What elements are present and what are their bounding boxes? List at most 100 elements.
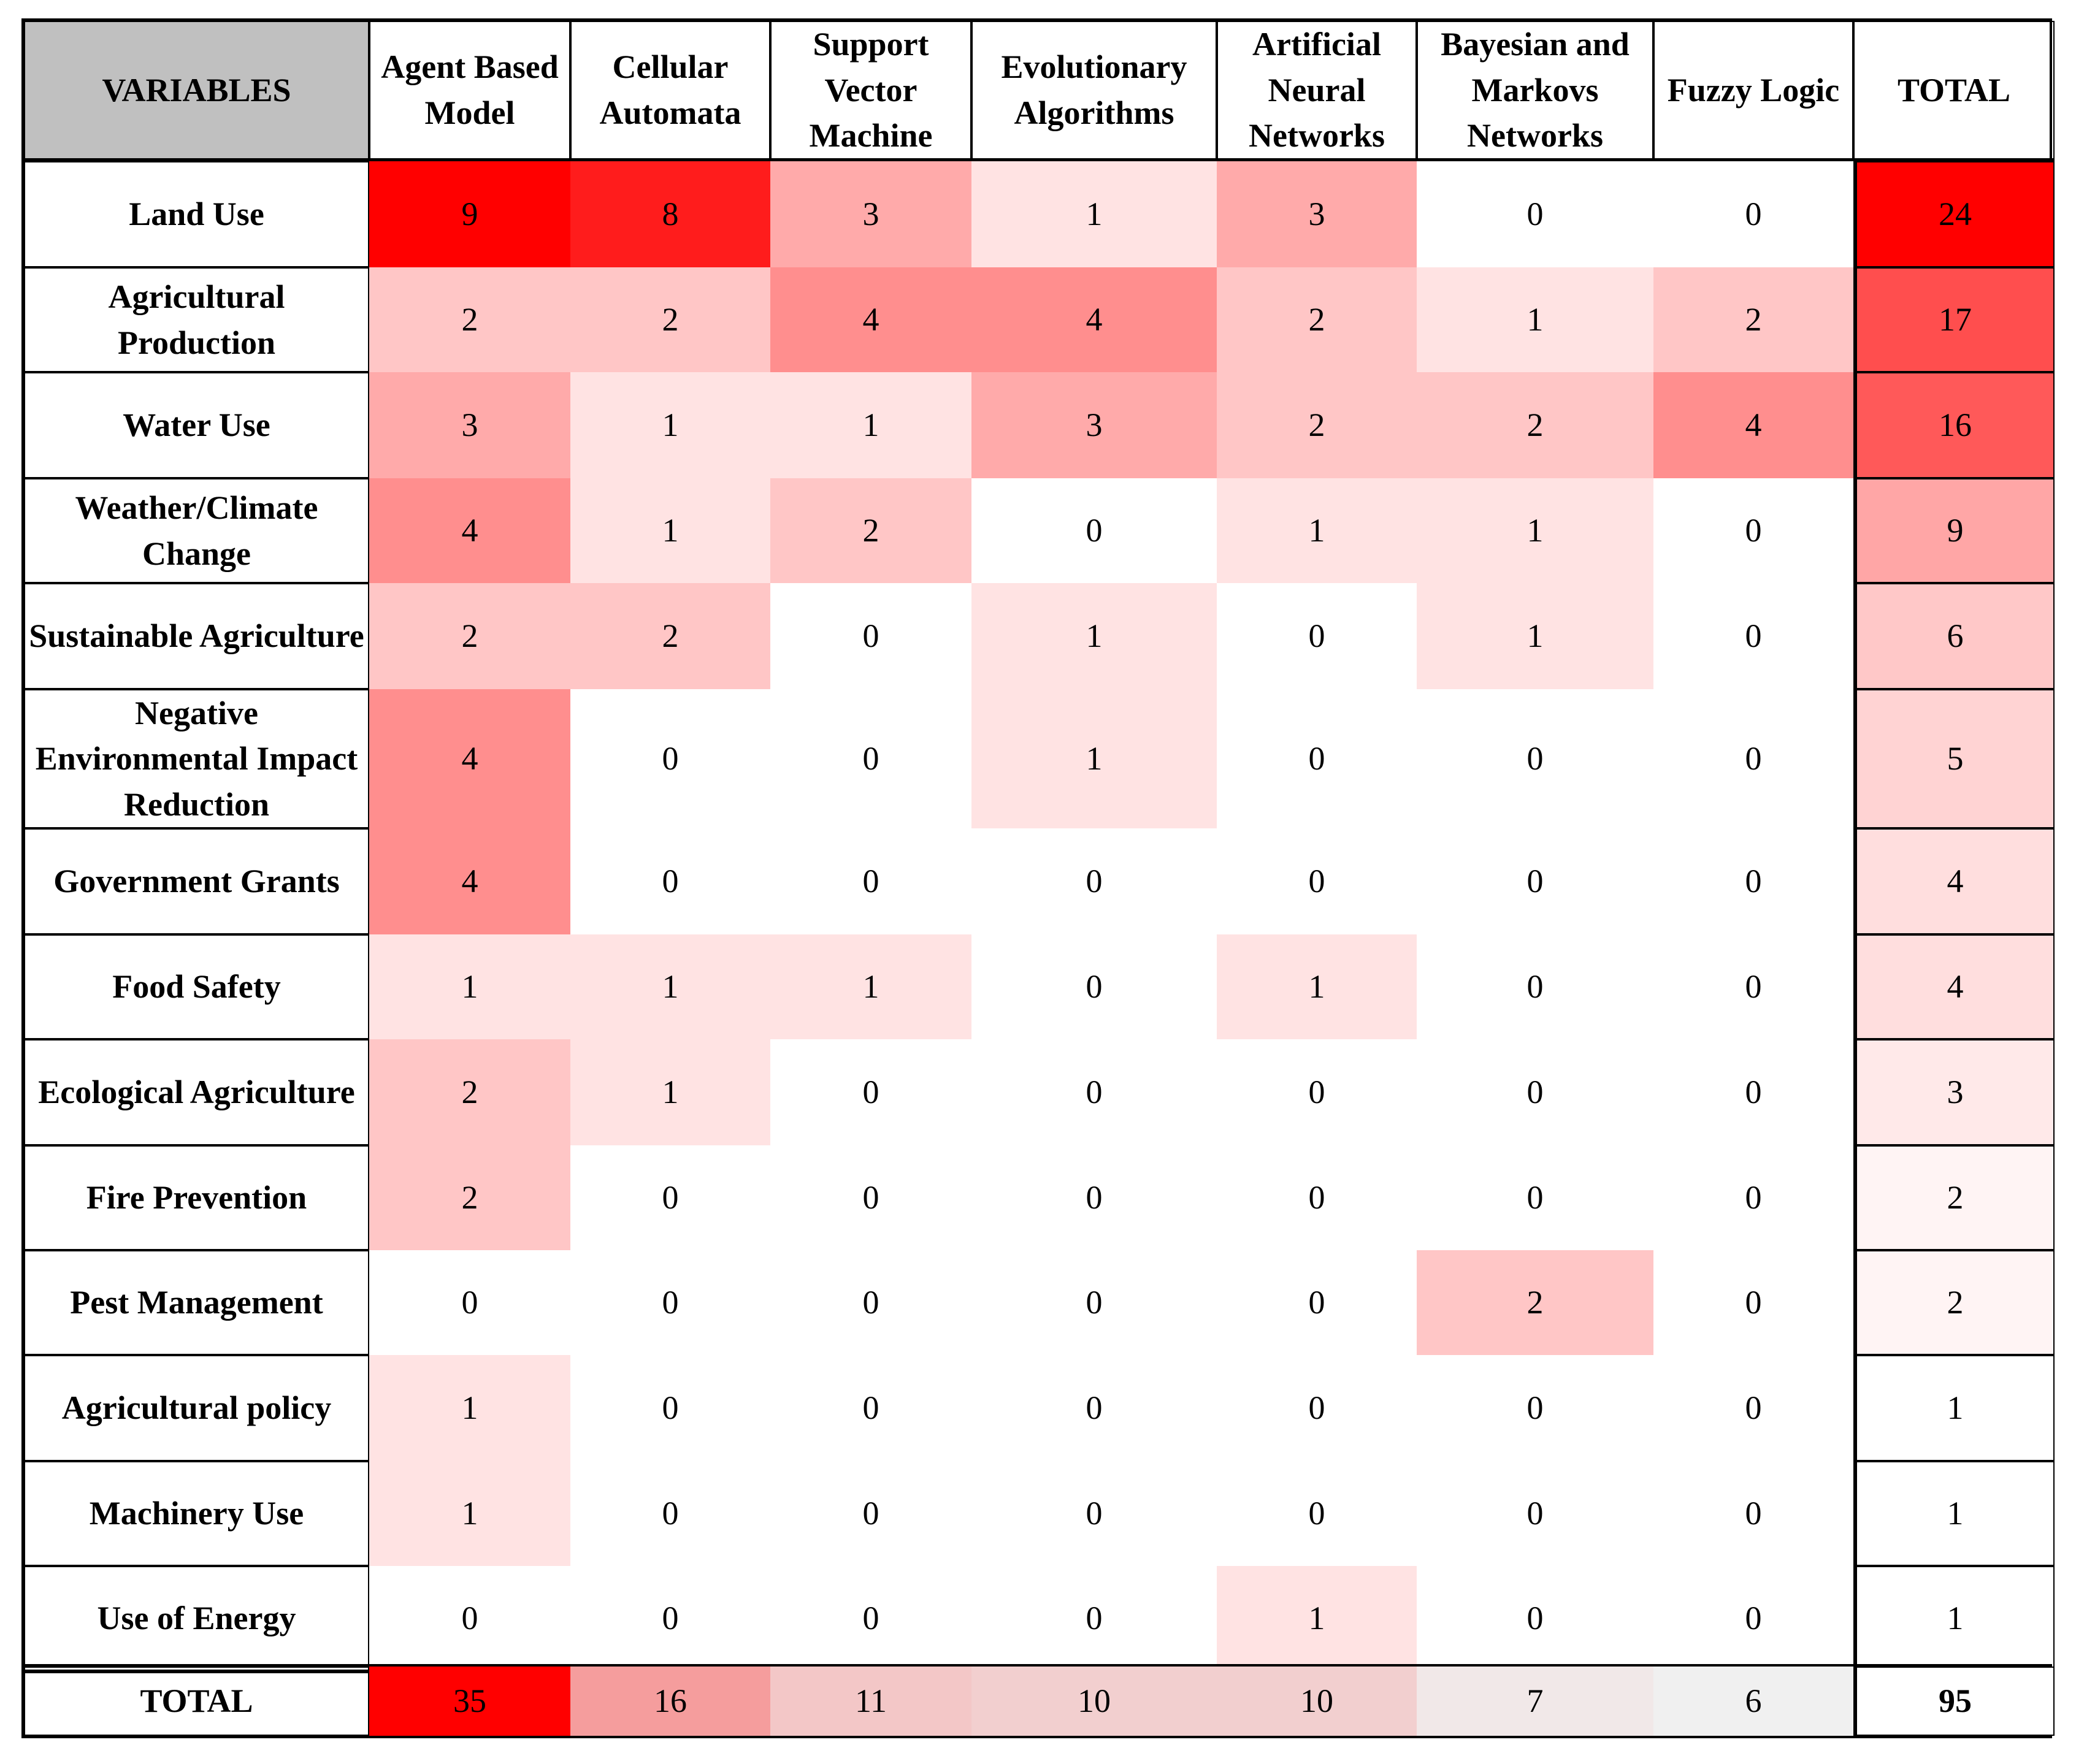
cell-value: 0 — [1653, 1145, 1853, 1250]
cell-value: 0 — [570, 1461, 770, 1566]
cell-value: 2 — [369, 583, 570, 689]
column-header: Fuzzy Logic — [1653, 21, 1853, 161]
cell-value: 9 — [369, 161, 570, 267]
cell-value: 0 — [369, 1566, 570, 1671]
cell-value: 3 — [770, 161, 971, 267]
cell-value: 4 — [1653, 372, 1853, 478]
row-label: Use of Energy — [24, 1566, 369, 1671]
cell-value: 0 — [1217, 1250, 1417, 1355]
row-label: Land Use — [24, 161, 369, 267]
cell-value: 3 — [1217, 161, 1417, 267]
row-total: 24 — [1853, 161, 2055, 267]
cell-value: 0 — [971, 1250, 1217, 1355]
cell-value: 0 — [1653, 478, 1853, 583]
cell-value: 1 — [369, 1461, 570, 1566]
cell-value: 0 — [369, 1250, 570, 1355]
cell-value: 1 — [570, 1039, 770, 1145]
row-total: 6 — [1853, 583, 2055, 689]
row-label: Water Use — [24, 372, 369, 478]
cell-value: 0 — [770, 828, 971, 934]
cell-value: 0 — [1653, 161, 1853, 267]
cell-value: 2 — [1417, 1250, 1653, 1355]
row-label: Ecological Agriculture — [24, 1039, 369, 1145]
cell-value: 1 — [770, 372, 971, 478]
cell-value: 1 — [1417, 478, 1653, 583]
cell-value: 0 — [1417, 689, 1653, 828]
cell-value: 1 — [1217, 934, 1417, 1039]
row-total: 17 — [1853, 267, 2055, 372]
cell-value: 1 — [770, 934, 971, 1039]
cell-value: 2 — [1417, 372, 1653, 478]
cell-value: 0 — [971, 1145, 1217, 1250]
row-total: 4 — [1853, 934, 2055, 1039]
cell-value: 2 — [570, 267, 770, 372]
cell-value: 1 — [1417, 267, 1653, 372]
cell-value: 0 — [770, 1461, 971, 1566]
cell-value: 4 — [369, 478, 570, 583]
cell-value: 0 — [971, 1039, 1217, 1145]
row-label: Sustainable Agriculture — [24, 583, 369, 689]
row-total: 1 — [1853, 1355, 2055, 1461]
column-total: 6 — [1653, 1667, 1853, 1736]
cell-value: 1 — [1417, 583, 1653, 689]
cell-value: 0 — [770, 583, 971, 689]
cell-value: 0 — [1653, 1039, 1853, 1145]
cell-value: 2 — [1653, 267, 1853, 372]
cell-value: 4 — [971, 267, 1217, 372]
cell-value: 0 — [1217, 583, 1417, 689]
cell-value: 0 — [1417, 1355, 1653, 1461]
row-label: Negative Environmental Impact Reduction — [24, 689, 369, 828]
row-total: 2 — [1853, 1250, 2055, 1355]
cell-value: 0 — [1653, 1566, 1853, 1671]
column-total: 11 — [770, 1667, 971, 1736]
column-header: Cellular Automata — [570, 21, 770, 161]
row-total: 4 — [1853, 828, 2055, 934]
cell-value: 1 — [1217, 478, 1417, 583]
column-header: Artificial Neural Networks — [1217, 21, 1417, 161]
column-header: Evolutionary Algorithms — [971, 21, 1217, 161]
row-label: Food Safety — [24, 934, 369, 1039]
column-header: Bayesian and Markovs Networks — [1417, 21, 1653, 161]
row-label: Weather/Climate Change — [24, 478, 369, 583]
column-total: 10 — [1217, 1667, 1417, 1736]
row-label: Pest Management — [24, 1250, 369, 1355]
column-header: Agent Based Model — [369, 21, 570, 161]
cell-value: 0 — [1417, 1039, 1653, 1145]
cell-value: 0 — [971, 934, 1217, 1039]
cell-value: 0 — [770, 1355, 971, 1461]
cell-value: 1 — [971, 583, 1217, 689]
row-label: Government Grants — [24, 828, 369, 934]
cell-value: 0 — [1653, 1355, 1853, 1461]
row-label: Agricultural policy — [24, 1355, 369, 1461]
cell-value: 0 — [770, 1145, 971, 1250]
cell-value: 0 — [1653, 828, 1853, 934]
cell-value: 0 — [570, 1145, 770, 1250]
column-total: 10 — [971, 1667, 1217, 1736]
cell-value: 1 — [570, 372, 770, 478]
cell-value: 4 — [369, 689, 570, 828]
cell-value: 0 — [971, 828, 1217, 934]
cell-value: 0 — [1653, 1250, 1853, 1355]
cell-value: 0 — [1653, 934, 1853, 1039]
cell-value: 0 — [1653, 689, 1853, 828]
row-total: 5 — [1853, 689, 2055, 828]
header-title: VARIABLES — [24, 21, 369, 161]
cell-value: 2 — [1217, 372, 1417, 478]
cell-value: 0 — [1217, 1355, 1417, 1461]
cell-value: 0 — [1417, 934, 1653, 1039]
cell-value: 0 — [770, 1566, 971, 1671]
cell-value: 8 — [570, 161, 770, 267]
cell-value: 0 — [1653, 583, 1853, 689]
row-total: 3 — [1853, 1039, 2055, 1145]
cell-value: 0 — [971, 478, 1217, 583]
column-header: TOTAL — [1853, 21, 2055, 161]
cell-value: 0 — [1217, 828, 1417, 934]
totals-label: TOTAL — [24, 1667, 369, 1736]
cell-value: 0 — [1417, 1461, 1653, 1566]
column-total: 7 — [1417, 1667, 1653, 1736]
cell-value: 2 — [770, 478, 971, 583]
cell-value: 2 — [570, 583, 770, 689]
cell-value: 0 — [1217, 1145, 1417, 1250]
cell-value: 0 — [1417, 161, 1653, 267]
